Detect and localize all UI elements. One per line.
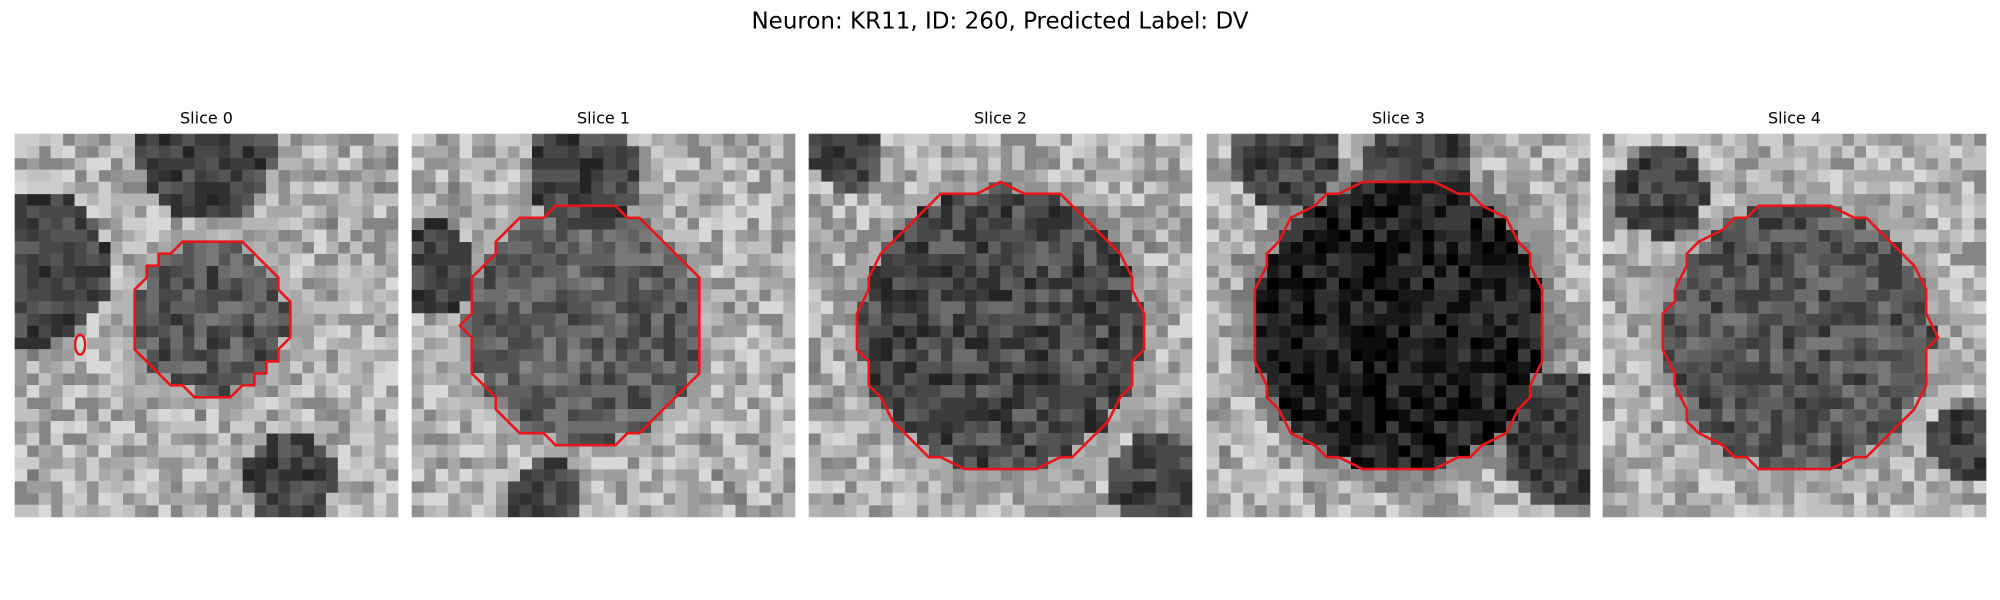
panel-image xyxy=(14,133,399,518)
pixel-group xyxy=(14,145,399,518)
panel-image xyxy=(1602,133,1987,518)
figure-title: Neuron: KR11, ID: 260, Predicted Label: … xyxy=(751,9,1248,35)
roi-contour xyxy=(458,204,701,447)
pixel-group xyxy=(1602,133,1987,518)
panel-title: Slice 4 xyxy=(1768,109,1821,128)
panel-image xyxy=(808,133,1193,518)
pixel-group xyxy=(808,133,1193,518)
pixel-group xyxy=(411,133,796,518)
panel-title: Slice 3 xyxy=(1372,109,1425,128)
roi-contour xyxy=(133,240,292,399)
panel-image xyxy=(1206,133,1591,518)
panel-title: Slice 0 xyxy=(180,109,233,128)
panel-title: Slice 2 xyxy=(974,109,1027,128)
pixel-group xyxy=(868,193,1133,470)
roi-contour xyxy=(73,333,87,356)
roi-contour xyxy=(1253,180,1544,471)
pixel-group xyxy=(1650,217,1891,470)
pixel-group xyxy=(1206,145,1591,518)
roi-contour xyxy=(1661,204,1940,471)
roi-contour xyxy=(855,180,1146,471)
panel-image xyxy=(411,133,796,518)
panel-title: Slice 1 xyxy=(577,109,630,128)
